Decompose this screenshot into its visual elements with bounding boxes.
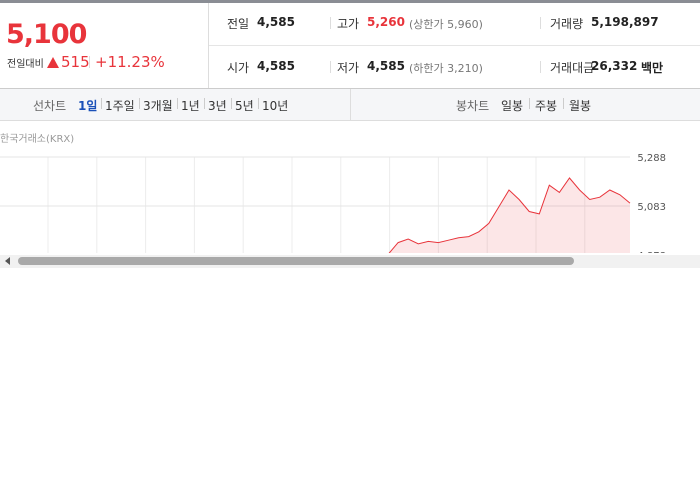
tab-label: 선차트 [33,99,67,113]
tab-separator [101,98,102,109]
tab-separator [258,98,259,109]
quote-panel: 5,100 전일대비 515 +11.23% [0,3,209,88]
period-tab[interactable]: 3년 [208,99,227,113]
stat-label: 전일 [227,17,250,31]
row-divider [209,45,700,46]
candle-tab[interactable]: 일봉 [501,99,524,113]
stat-unit: 백만 [641,61,664,75]
change: 515 [61,53,90,71]
stat-label: 거래량 [550,17,584,31]
tab-separator [563,98,564,109]
stat-label: 고가 [337,17,360,31]
period-tab[interactable]: 1일 [78,99,98,113]
stat-divider [330,61,331,73]
tab-separator [529,98,530,109]
stat-label: 시가 [227,61,250,75]
change-label: 전일대비 [7,59,44,70]
chart: 5,288 5,083 4,878 [0,153,700,268]
tab-divider [350,89,351,120]
stat-value: 4,585 [257,59,295,73]
period-tab[interactable]: 3개월 [143,99,173,113]
stat-label: 거래대금 [550,61,595,75]
stat-value: 4,585 [367,59,405,73]
stat-divider [330,17,331,29]
stat-value: 5,198,897 [591,15,659,29]
tab-separator [177,98,178,109]
scrollbar-thumb [18,257,574,265]
stat-divider [540,61,541,73]
stat-value: 4,585 [257,15,295,29]
y-tick-label: 5,288 [637,153,666,164]
divider [89,56,90,68]
period-tab[interactable]: 10년 [262,99,289,113]
stat-label: 저가 [337,61,360,75]
stat-value: 5,260 [367,15,405,29]
tab-label: 봉차트 [456,99,490,113]
stat-divider [540,17,541,29]
price: 5,100 [6,19,87,50]
change-rate: +11.23% [95,53,165,71]
candle-tab[interactable]: 월봉 [569,99,592,113]
stat-value: 26,332 [591,59,638,73]
period-tab[interactable]: 5년 [235,99,254,113]
stat-note: (상한가 5,960) [409,18,483,31]
scroll-left-arrow [5,257,10,265]
y-tick-label: 5,083 [637,202,666,213]
top-border [0,0,700,3]
tab-separator [231,98,232,109]
period-tab[interactable]: 1년 [181,99,200,113]
area [388,178,630,253]
y-tick-label: 4,878 [637,251,666,262]
candle-tab[interactable]: 주봉 [535,99,558,113]
period-tab[interactable]: 1주일 [105,99,135,113]
tab-separator [204,98,205,109]
tab-separator [139,98,140,109]
up-arrow [47,57,59,68]
stat-note: (하한가 3,210) [409,62,483,75]
price-line [388,177,631,253]
source: 한국거래소(KRX) [0,134,75,145]
